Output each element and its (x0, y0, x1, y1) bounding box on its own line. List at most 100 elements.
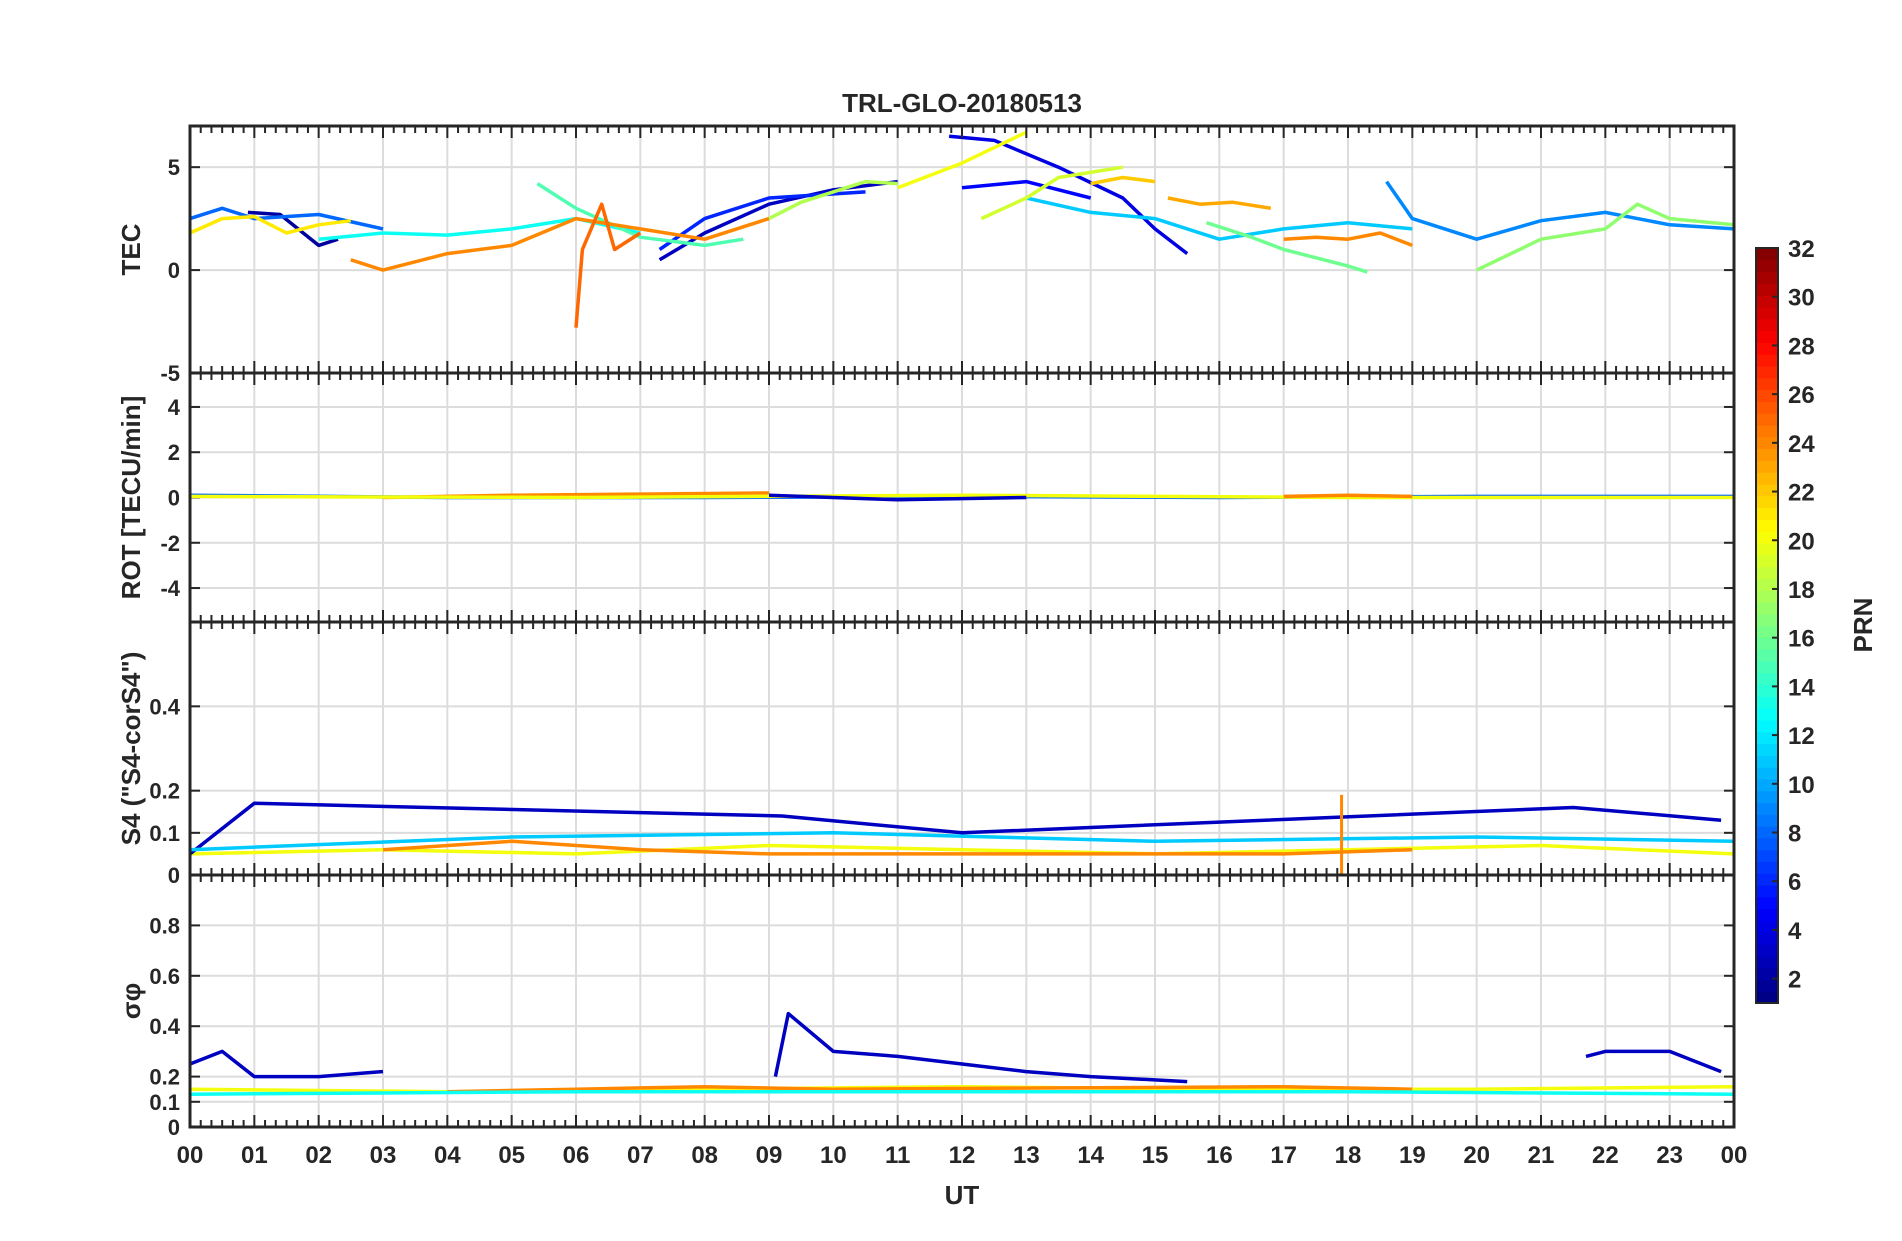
panel-1-series-prn-22 (1090, 175, 1156, 186)
panel-4-ytick-label: 0.6 (149, 964, 180, 989)
colorbar-tick-label: 6 (1788, 869, 1801, 896)
panel-4-ytick-label: 0.2 (149, 1065, 180, 1090)
colorbar-segment (1756, 531, 1778, 544)
xtick-label: 14 (1077, 1142, 1104, 1169)
panel-4-series-prn-13 (189, 1089, 1735, 1096)
colorbar-segment (1756, 318, 1778, 332)
panel-3-series-prn-3 (188, 801, 1722, 856)
xtick-label: 01 (241, 1142, 268, 1169)
colorbar-segment (1756, 637, 1778, 650)
colorbar-segment (1756, 696, 1778, 709)
panel-1-series-prn-24 (350, 216, 770, 272)
panel-2-ytick-label: -4 (160, 576, 180, 601)
panel-1-series-prn-23 (1167, 196, 1272, 211)
xtick-label: 15 (1142, 1142, 1169, 1169)
colorbar-segment (1756, 767, 1778, 780)
panel-1-ytick-label: -5 (160, 361, 180, 386)
panel-1-series-prn-18 (768, 179, 898, 221)
colorbar-segment (1756, 967, 1778, 981)
x-axis-label: UT (945, 1180, 980, 1210)
colorbar-segment (1756, 719, 1778, 733)
xtick-label: 21 (1528, 1142, 1555, 1169)
colorbar-segment (1756, 826, 1778, 839)
panel-4-series-prn-24 (447, 1084, 1413, 1094)
panel-2-ylabel: ROT [TECU/min] (116, 396, 146, 600)
panel-1-series-prn-11 (1025, 196, 1413, 241)
panel-1-ytick-label: 0 (168, 258, 180, 283)
colorbar-segment (1756, 755, 1778, 768)
colorbar-segment (1756, 342, 1778, 355)
panel-4-ytick-label: 0 (168, 1115, 180, 1140)
colorbar-segment (1756, 660, 1778, 674)
colorbar-tick-label: 20 (1788, 528, 1815, 555)
colorbar-segment (1756, 814, 1778, 827)
xtick-label: 03 (370, 1142, 397, 1169)
colorbar-frame (1755, 247, 1779, 1004)
xtick-label: 11 (885, 1142, 910, 1169)
colorbar-tick-label: 2 (1788, 967, 1801, 994)
colorbar-segment (1756, 436, 1778, 450)
colorbar-label: PRN (1848, 598, 1878, 653)
colorbar-segment (1756, 979, 1778, 992)
xtick-label: 06 (563, 1142, 590, 1169)
panel-1: -5 0 5 TEC (116, 124, 1736, 386)
colorbar-segment (1756, 354, 1778, 367)
panel-2-ytick-label: -2 (160, 531, 180, 556)
colorbar-segment (1756, 649, 1778, 662)
xtick-label: 05 (498, 1142, 525, 1169)
colorbar-segment (1756, 377, 1778, 391)
colorbar-segment (1756, 601, 1778, 615)
colorbar-segment (1756, 271, 1778, 284)
xtick-label: 13 (1013, 1142, 1040, 1169)
panel-4-series-prn-3 (1585, 1049, 1722, 1074)
colorbar-segment (1756, 625, 1778, 638)
panel-3-ytick-label: 0 (168, 863, 180, 888)
panel-4-ylabel: σφ (116, 983, 146, 1019)
colorbar-segment (1756, 365, 1778, 379)
xtick-label: 19 (1399, 1142, 1426, 1169)
panel-3-ytick-label: 0.2 (149, 779, 180, 804)
colorbar-segment (1756, 448, 1778, 461)
colorbar-segment (1756, 849, 1778, 863)
colorbar-segment (1756, 684, 1778, 697)
colorbar-segment (1756, 590, 1778, 603)
colorbar-segment (1756, 613, 1778, 627)
chart-title: TRL-GLO-20180513 (842, 88, 1082, 118)
panel-2-ytick-label: 0 (168, 486, 180, 511)
colorbar-segment (1756, 330, 1778, 343)
colorbar-segment (1756, 731, 1778, 745)
colorbar-tick-label: 10 (1788, 772, 1815, 799)
panel-2-ytick-label: 2 (168, 440, 180, 465)
panel-1-series-prn-25 (574, 202, 642, 328)
panel-1-series-prn-24 (1283, 231, 1413, 248)
panel-4: 00.10.2 0.4 0.6 0.8 σφ (116, 873, 1736, 1140)
panel-2-series-prn-20 (189, 493, 1734, 500)
colorbar-tick-label: 30 (1788, 285, 1815, 312)
panel-3-ytick-label: 0.4 (149, 694, 180, 719)
xtick-label: 23 (1656, 1142, 1683, 1169)
panel-1-series-prn-19 (980, 165, 1124, 221)
colorbar-segment (1756, 542, 1778, 556)
colorbar-segment (1756, 790, 1778, 804)
xtick-label: 00 (177, 1142, 204, 1169)
colorbar-tick-label: 12 (1788, 723, 1815, 750)
colorbar-segment (1756, 944, 1778, 957)
colorbar-segment (1756, 306, 1778, 320)
panel-3-series-prn-20 (189, 843, 1735, 856)
colorbar-segment (1756, 778, 1778, 792)
xtick-label: 08 (691, 1142, 718, 1169)
colorbar-segment (1756, 896, 1778, 910)
xtick-label: 09 (756, 1142, 783, 1169)
xtick-label: 02 (305, 1142, 332, 1169)
colorbar-segment (1756, 259, 1778, 273)
xtick-label: 10 (820, 1142, 847, 1169)
colorbar-segment (1756, 920, 1778, 933)
panel-4-series-prn-3 (189, 1049, 384, 1079)
colorbar-tick-label: 24 (1788, 431, 1815, 458)
panel-3-ytick-label: 0.1 (149, 821, 180, 846)
xtick-label: 12 (949, 1142, 976, 1169)
colorbar-segment (1756, 483, 1778, 497)
xtick-label: 18 (1335, 1142, 1362, 1169)
